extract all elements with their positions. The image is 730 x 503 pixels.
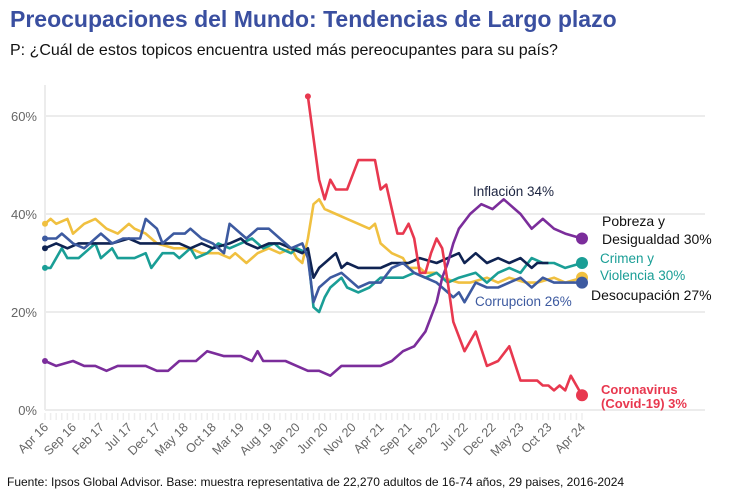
page-title: Preocupaciones del Mundo: Tendencias de … — [10, 6, 617, 32]
series-end-marker — [576, 232, 588, 245]
chart-question: P: ¿Cuál de estos topicos encuentra uste… — [10, 42, 558, 59]
x-tick-label: Apr 24 — [552, 420, 588, 456]
annotation-corrupcion: Corrupcion 26% — [475, 294, 572, 309]
series-end-marker — [576, 276, 588, 289]
x-tick-label: Oct 23 — [519, 420, 555, 456]
series-start-point — [42, 245, 48, 252]
series-end-marker — [576, 389, 588, 402]
annotation-coronavirus: Coronavirus (Covid-19) 3% — [601, 382, 687, 411]
annotation-inflacion: Inflación 34% — [473, 184, 555, 199]
y-tick-label: 40% — [11, 207, 37, 222]
series-end-marker — [576, 257, 588, 269]
x-tick-label: Jan 20 — [266, 420, 302, 456]
annotation-desocupacion: Desocupación 27% — [591, 287, 712, 303]
source-footnote: Fuente: Ipsos Global Advisor. Base: mues… — [7, 475, 625, 489]
series-start-point — [42, 264, 48, 271]
series-line-1 — [45, 237, 583, 314]
x-tick-label: Feb 22 — [405, 420, 442, 457]
series-start-point — [42, 235, 48, 242]
series-start-point — [304, 93, 311, 100]
series-line-0 — [44, 198, 583, 284]
series-line-4 — [44, 198, 583, 377]
annotation-crimen: Crimen y Violencia 30% — [600, 251, 686, 283]
series-line-3 — [45, 217, 582, 304]
series-line-2 — [44, 237, 549, 279]
y-tick-label: 60% — [11, 109, 37, 124]
y-tick-label: 0% — [18, 403, 37, 418]
series-line-5 — [306, 96, 584, 396]
series-start-point — [42, 358, 48, 364]
annotation-pobreza: Pobreza y Desigualdad 30% — [602, 213, 712, 247]
x-tick-label: Feb 17 — [70, 420, 107, 457]
series-start-point — [42, 220, 48, 227]
y-tick-label: 20% — [11, 305, 37, 320]
